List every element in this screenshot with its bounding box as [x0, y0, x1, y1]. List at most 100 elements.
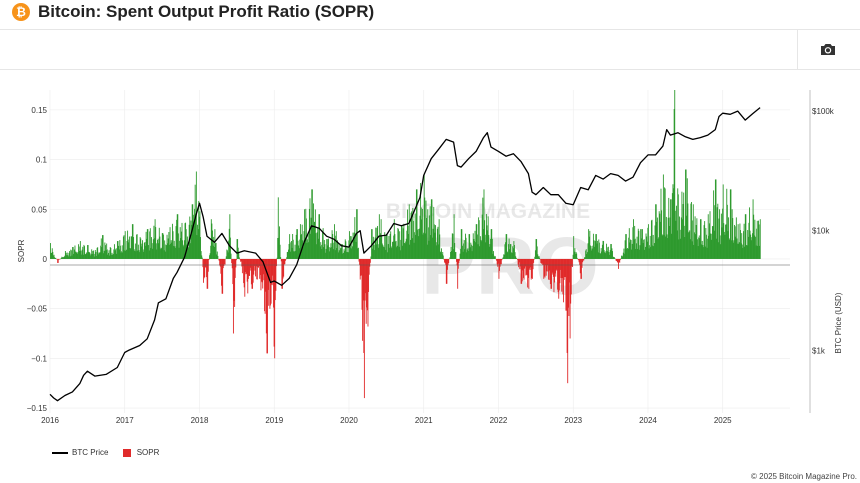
sopr-bar-positive — [730, 189, 732, 259]
sopr-bar-positive — [438, 219, 440, 259]
sopr-bar-positive — [685, 169, 687, 259]
sopr-bar-negative — [203, 258, 204, 283]
sopr-bar-negative — [259, 258, 261, 279]
sopr-bar-negative — [567, 258, 569, 384]
sopr-bar-positive — [69, 251, 71, 259]
sopr-bar-positive — [638, 230, 640, 259]
sopr-bar-negative — [523, 258, 525, 280]
sopr-bar-negative — [263, 258, 265, 281]
sopr-bar-positive — [491, 229, 493, 259]
sopr-bar-positive — [397, 227, 399, 259]
legend-item-btc-price[interactable]: BTC Price — [52, 448, 108, 457]
sopr-bar-negative — [560, 258, 562, 278]
sopr-bar-positive — [709, 211, 711, 259]
sopr-bar-positive — [479, 246, 481, 259]
sopr-bar-negative — [530, 258, 532, 280]
sopr-bar-negative — [618, 258, 619, 269]
sopr-bar-positive — [661, 234, 663, 259]
sopr-bar-positive — [449, 257, 451, 259]
sopr-bar-positive — [505, 234, 507, 259]
sopr-bar-positive — [707, 214, 709, 259]
sopr-bar-positive — [705, 228, 707, 259]
sopr-bar-negative — [271, 258, 273, 276]
sopr-bar-negative — [524, 258, 526, 269]
sopr-bar-positive — [122, 252, 124, 259]
sopr-bar-positive — [142, 240, 143, 259]
sopr-bar-positive — [592, 233, 594, 259]
legend-item-sopr[interactable]: SOPR — [122, 448, 159, 457]
sopr-bar-negative — [218, 258, 220, 261]
sopr-bar-positive — [51, 248, 53, 259]
sopr-bar-negative — [252, 258, 254, 283]
sopr-bar-negative — [532, 258, 534, 270]
sopr-bar-positive — [511, 252, 512, 259]
sopr-bar-positive — [434, 232, 436, 259]
sopr-bar-positive — [126, 240, 128, 259]
sopr-bar-positive — [340, 248, 341, 259]
sopr-bar-positive — [160, 247, 162, 259]
sopr-bar-negative — [557, 258, 559, 293]
sopr-bar-positive — [109, 255, 111, 259]
sopr-bar-positive — [86, 253, 88, 259]
sopr-bar-negative — [551, 258, 553, 273]
sopr-bar-positive — [469, 247, 471, 259]
sopr-bar-positive — [630, 240, 632, 259]
sopr-bar-negative — [498, 258, 500, 279]
sopr-bar-positive — [186, 244, 188, 259]
sopr-bar-positive — [328, 247, 330, 259]
sopr-bar-positive — [296, 229, 298, 259]
sopr-bar-positive — [697, 239, 698, 259]
camera-icon[interactable] — [820, 42, 836, 56]
sopr-bar-negative — [231, 258, 233, 264]
sopr-bar-negative — [256, 258, 258, 280]
sopr-bar-positive — [741, 233, 743, 259]
sopr-bar-negative — [206, 258, 207, 278]
sopr-bar-positive — [729, 189, 731, 259]
sopr-bar-positive — [480, 239, 482, 259]
sopr-bar-negative — [618, 258, 620, 263]
sopr-bar-negative — [276, 258, 277, 267]
sopr-bar-positive — [676, 205, 677, 259]
sopr-bar-positive — [508, 238, 510, 259]
sopr-bar-positive — [139, 252, 140, 259]
sopr-bar-positive — [276, 257, 278, 259]
sopr-bar-negative — [264, 258, 266, 314]
sopr-bar-positive — [753, 235, 755, 259]
sopr-bar-positive — [55, 257, 57, 259]
sopr-bar-negative — [266, 258, 268, 354]
sopr-bar-positive — [68, 252, 70, 259]
sopr-bar-positive — [470, 242, 472, 259]
sopr-bar-positive — [668, 197, 670, 259]
sopr-bar-positive — [121, 245, 123, 259]
sopr-bar-positive — [494, 256, 496, 259]
sopr-bar-positive — [172, 231, 174, 259]
sopr-bar-positive — [641, 238, 643, 259]
sopr-bar-positive — [286, 252, 288, 259]
sopr-bar-negative — [241, 258, 243, 267]
sopr-bar-positive — [603, 250, 605, 259]
sopr-bar-positive — [384, 232, 386, 259]
sopr-bar-negative — [358, 258, 360, 262]
sopr-bar-positive — [334, 224, 335, 259]
sopr-bar-positive — [466, 249, 468, 259]
sopr-bar-negative — [368, 258, 370, 292]
sopr-bar-positive — [478, 217, 480, 259]
sopr-bar-positive — [143, 251, 145, 259]
sopr-bar-positive — [645, 233, 647, 259]
sopr-bar-negative — [578, 258, 579, 261]
sopr-bar-positive — [150, 247, 152, 259]
sopr-bar-negative — [268, 258, 270, 306]
sopr-bar-positive — [475, 242, 477, 259]
sopr-bar-positive — [656, 217, 658, 259]
sopr-bar-positive — [162, 233, 164, 259]
sopr-bar-negative — [247, 258, 249, 279]
sopr-bar-positive — [326, 239, 328, 259]
sopr-bar-positive — [92, 254, 94, 259]
sopr-bar-positive — [686, 178, 688, 259]
sopr-bar-positive — [733, 240, 735, 259]
sopr-bar-positive — [149, 231, 151, 259]
sopr-bar-positive — [109, 247, 111, 259]
sopr-bar-negative — [499, 258, 501, 267]
sopr-bar-negative — [359, 258, 361, 265]
sopr-bar-positive — [193, 225, 195, 259]
